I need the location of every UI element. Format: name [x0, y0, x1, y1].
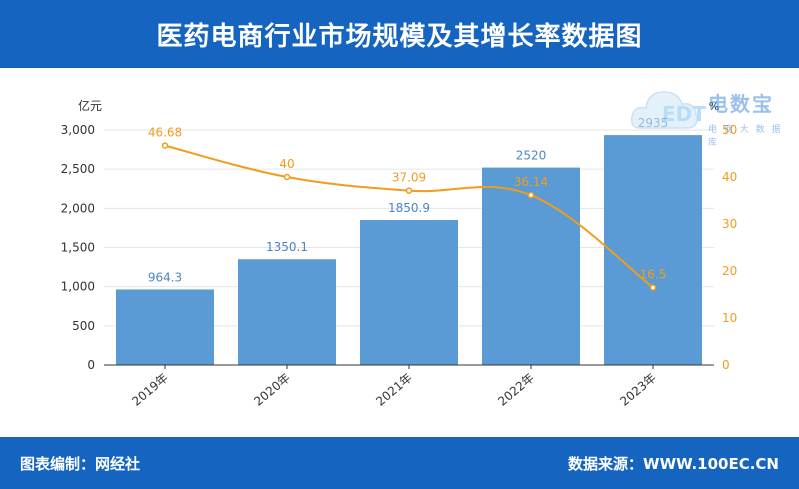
y-tick-label: 0	[87, 358, 95, 372]
x-tick-label: 2021年	[373, 371, 415, 409]
cloud-icon	[630, 91, 698, 129]
chart-area: 0 500 1,000 1,500 2,000 2,500 3,000 0 10 20 30 40 50…	[0, 68, 799, 437]
bar	[360, 220, 458, 365]
y2-tick-label: 30	[722, 217, 737, 231]
bar-value-label: 2520	[516, 149, 547, 163]
y2-axis-label: %	[709, 100, 719, 113]
growth-value-label: 16.5	[640, 267, 667, 281]
growth-value-label: 46.68	[148, 126, 182, 140]
bar-value-label: 1850.9	[388, 201, 430, 215]
x-tick-label: 2020年	[251, 371, 293, 409]
bar	[482, 167, 580, 365]
growth-value-label: 36.14	[514, 175, 548, 189]
y2-tick-label: 10	[722, 311, 737, 325]
y-tick-label: 1,000	[61, 280, 95, 294]
y-tick-label: 2,000	[61, 201, 95, 215]
header-bar: 医药电商行业市场规模及其增长率数据图	[0, 0, 799, 68]
footer-bar: 图表编制：网经社 数据来源：WWW.100EC.CN	[0, 437, 799, 489]
watermark-mark: EDT	[662, 102, 706, 126]
growth-point	[161, 142, 169, 149]
x-tick-label: 2019年	[129, 371, 171, 409]
chart-svg: 0 500 1,000 1,500 2,000 2,500 3,000 0 10 20 30 40 50…	[61, 98, 738, 409]
y2-tick-label: 20	[722, 264, 737, 278]
growth-value-label: 40	[279, 157, 294, 171]
page-title: 医药电商行业市场规模及其增长率数据图	[156, 21, 643, 52]
growth-point	[283, 173, 291, 181]
y-tick-label: 2,500	[61, 162, 95, 176]
x-tick-label: 2022年	[495, 371, 537, 409]
footer-source: 数据来源：WWW.100EC.CN	[568, 455, 779, 473]
bar-value-label: 1350.1	[266, 240, 308, 254]
watermark-name: 电数宝	[708, 92, 774, 116]
bar	[604, 135, 702, 365]
growth-point	[649, 284, 657, 291]
y2-tick-label: 50	[722, 123, 737, 137]
x-tick-label: 2023年	[617, 371, 659, 409]
watermark-subtitle: 电 商 大 数 据 库	[708, 125, 783, 148]
footer-compiler: 图表编制：网经社	[20, 455, 141, 473]
y2-tick-label: 40	[722, 170, 737, 184]
growth-value-label: 37.09	[392, 171, 426, 185]
y-axis-label: 亿元	[78, 98, 102, 113]
growth-point	[405, 187, 413, 194]
watermark-logo: EDT 电数宝 电 商 大 数 据 库	[628, 78, 798, 148]
bar-value-label: 964.3	[148, 270, 182, 284]
y2-tick-label: 0	[722, 358, 730, 372]
bar	[238, 259, 336, 365]
growth-point	[527, 191, 535, 199]
y-tick-label: 3,000	[61, 123, 95, 137]
y-tick-label: 1,500	[61, 241, 95, 255]
y-tick-label: 500	[72, 319, 95, 333]
bar	[116, 289, 214, 365]
